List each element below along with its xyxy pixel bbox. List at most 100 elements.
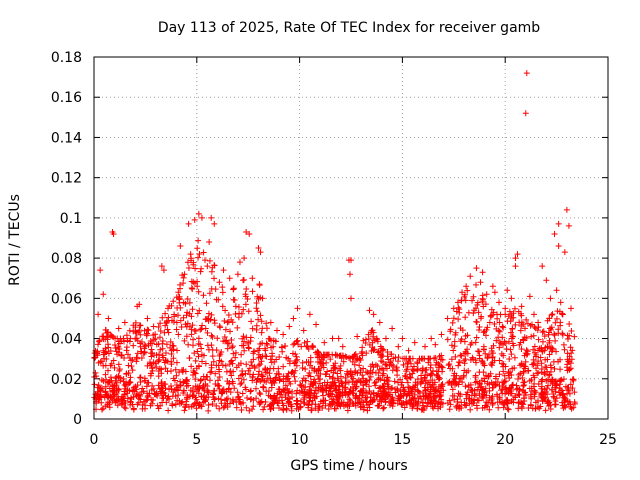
dense-point — [332, 360, 339, 367]
dense-point — [373, 393, 380, 400]
dense-point — [107, 374, 114, 381]
dense-point — [403, 366, 410, 373]
dense-point — [523, 316, 530, 323]
dense-point — [130, 393, 137, 400]
dense-point — [106, 379, 113, 386]
dense-point — [371, 380, 378, 387]
data-point — [144, 315, 151, 322]
dense-point — [145, 379, 152, 386]
dense-point — [293, 362, 300, 369]
dense-point — [227, 328, 234, 335]
dense-point — [335, 389, 342, 396]
dense-point — [289, 350, 296, 357]
dense-point — [137, 331, 144, 338]
dense-point — [201, 387, 208, 394]
dense-point — [94, 388, 101, 395]
dense-point — [349, 389, 356, 396]
dense-point — [506, 356, 513, 363]
dense-point — [150, 385, 157, 392]
dense-point — [115, 373, 122, 380]
dense-point — [407, 374, 414, 381]
dense-point — [538, 385, 545, 392]
dense-point — [196, 251, 203, 258]
dense-point — [184, 378, 191, 385]
data-point — [230, 285, 237, 292]
dense-point — [457, 352, 464, 359]
data-point — [208, 214, 215, 221]
dense-point — [195, 335, 202, 342]
dense-point — [395, 354, 402, 361]
dense-point — [262, 366, 269, 373]
dense-point — [472, 305, 479, 312]
dense-point — [276, 371, 283, 378]
dense-point — [334, 397, 341, 404]
dense-point — [542, 407, 549, 414]
dense-point — [478, 394, 485, 401]
data-point — [115, 325, 122, 332]
dense-point — [184, 309, 191, 316]
dense-point — [221, 334, 228, 341]
dense-point — [220, 404, 227, 411]
dense-point — [129, 401, 136, 408]
dense-point — [213, 296, 220, 303]
dense-point — [153, 341, 160, 348]
dense-point — [186, 355, 193, 362]
dense-point — [320, 364, 327, 371]
dense-point — [486, 319, 493, 326]
dense-point — [421, 375, 428, 382]
dense-point — [302, 366, 309, 373]
dense-point — [303, 342, 310, 349]
dense-point — [143, 331, 150, 338]
dense-point — [464, 391, 471, 398]
dense-point — [461, 338, 468, 345]
dense-point — [346, 396, 353, 403]
dense-point — [110, 357, 117, 364]
dense-point — [311, 390, 318, 397]
data-point — [551, 230, 558, 237]
dense-point — [229, 378, 236, 385]
dense-point — [175, 312, 182, 319]
dense-point — [307, 373, 314, 380]
data-point — [567, 305, 574, 312]
dense-point — [155, 405, 162, 412]
dense-point — [269, 400, 276, 407]
dense-point — [270, 378, 277, 385]
dense-point — [472, 374, 479, 381]
dense-point — [520, 369, 527, 376]
dense-point — [138, 348, 145, 355]
data-point — [450, 305, 457, 312]
dense-point — [195, 288, 202, 295]
dense-point — [282, 382, 289, 389]
dense-point — [168, 383, 175, 390]
dense-point — [507, 346, 514, 353]
dense-point — [375, 376, 382, 383]
dense-point — [416, 355, 423, 362]
dense-point — [193, 396, 200, 403]
dense-point — [228, 357, 235, 364]
dense-point — [174, 305, 181, 312]
plot-area — [91, 70, 578, 414]
dense-point — [549, 380, 556, 387]
dense-point — [97, 385, 104, 392]
dense-point — [492, 373, 499, 380]
dense-point — [371, 396, 378, 403]
dense-point — [527, 391, 534, 398]
dense-point — [151, 352, 158, 359]
y-tick-label: 0.06 — [51, 291, 82, 307]
dense-point — [524, 350, 531, 357]
dense-point — [494, 399, 501, 406]
dense-point — [437, 356, 444, 363]
dense-point — [100, 349, 107, 356]
dense-point — [128, 357, 135, 364]
dense-point — [540, 394, 547, 401]
dense-point — [241, 347, 248, 354]
data-point — [313, 321, 320, 328]
dense-point — [509, 340, 516, 347]
dense-point — [362, 394, 369, 401]
dense-point — [194, 310, 201, 317]
dense-point — [99, 333, 106, 340]
dense-point — [470, 293, 477, 300]
dense-point — [194, 245, 201, 252]
dense-point — [544, 344, 551, 351]
dense-point — [184, 296, 191, 302]
